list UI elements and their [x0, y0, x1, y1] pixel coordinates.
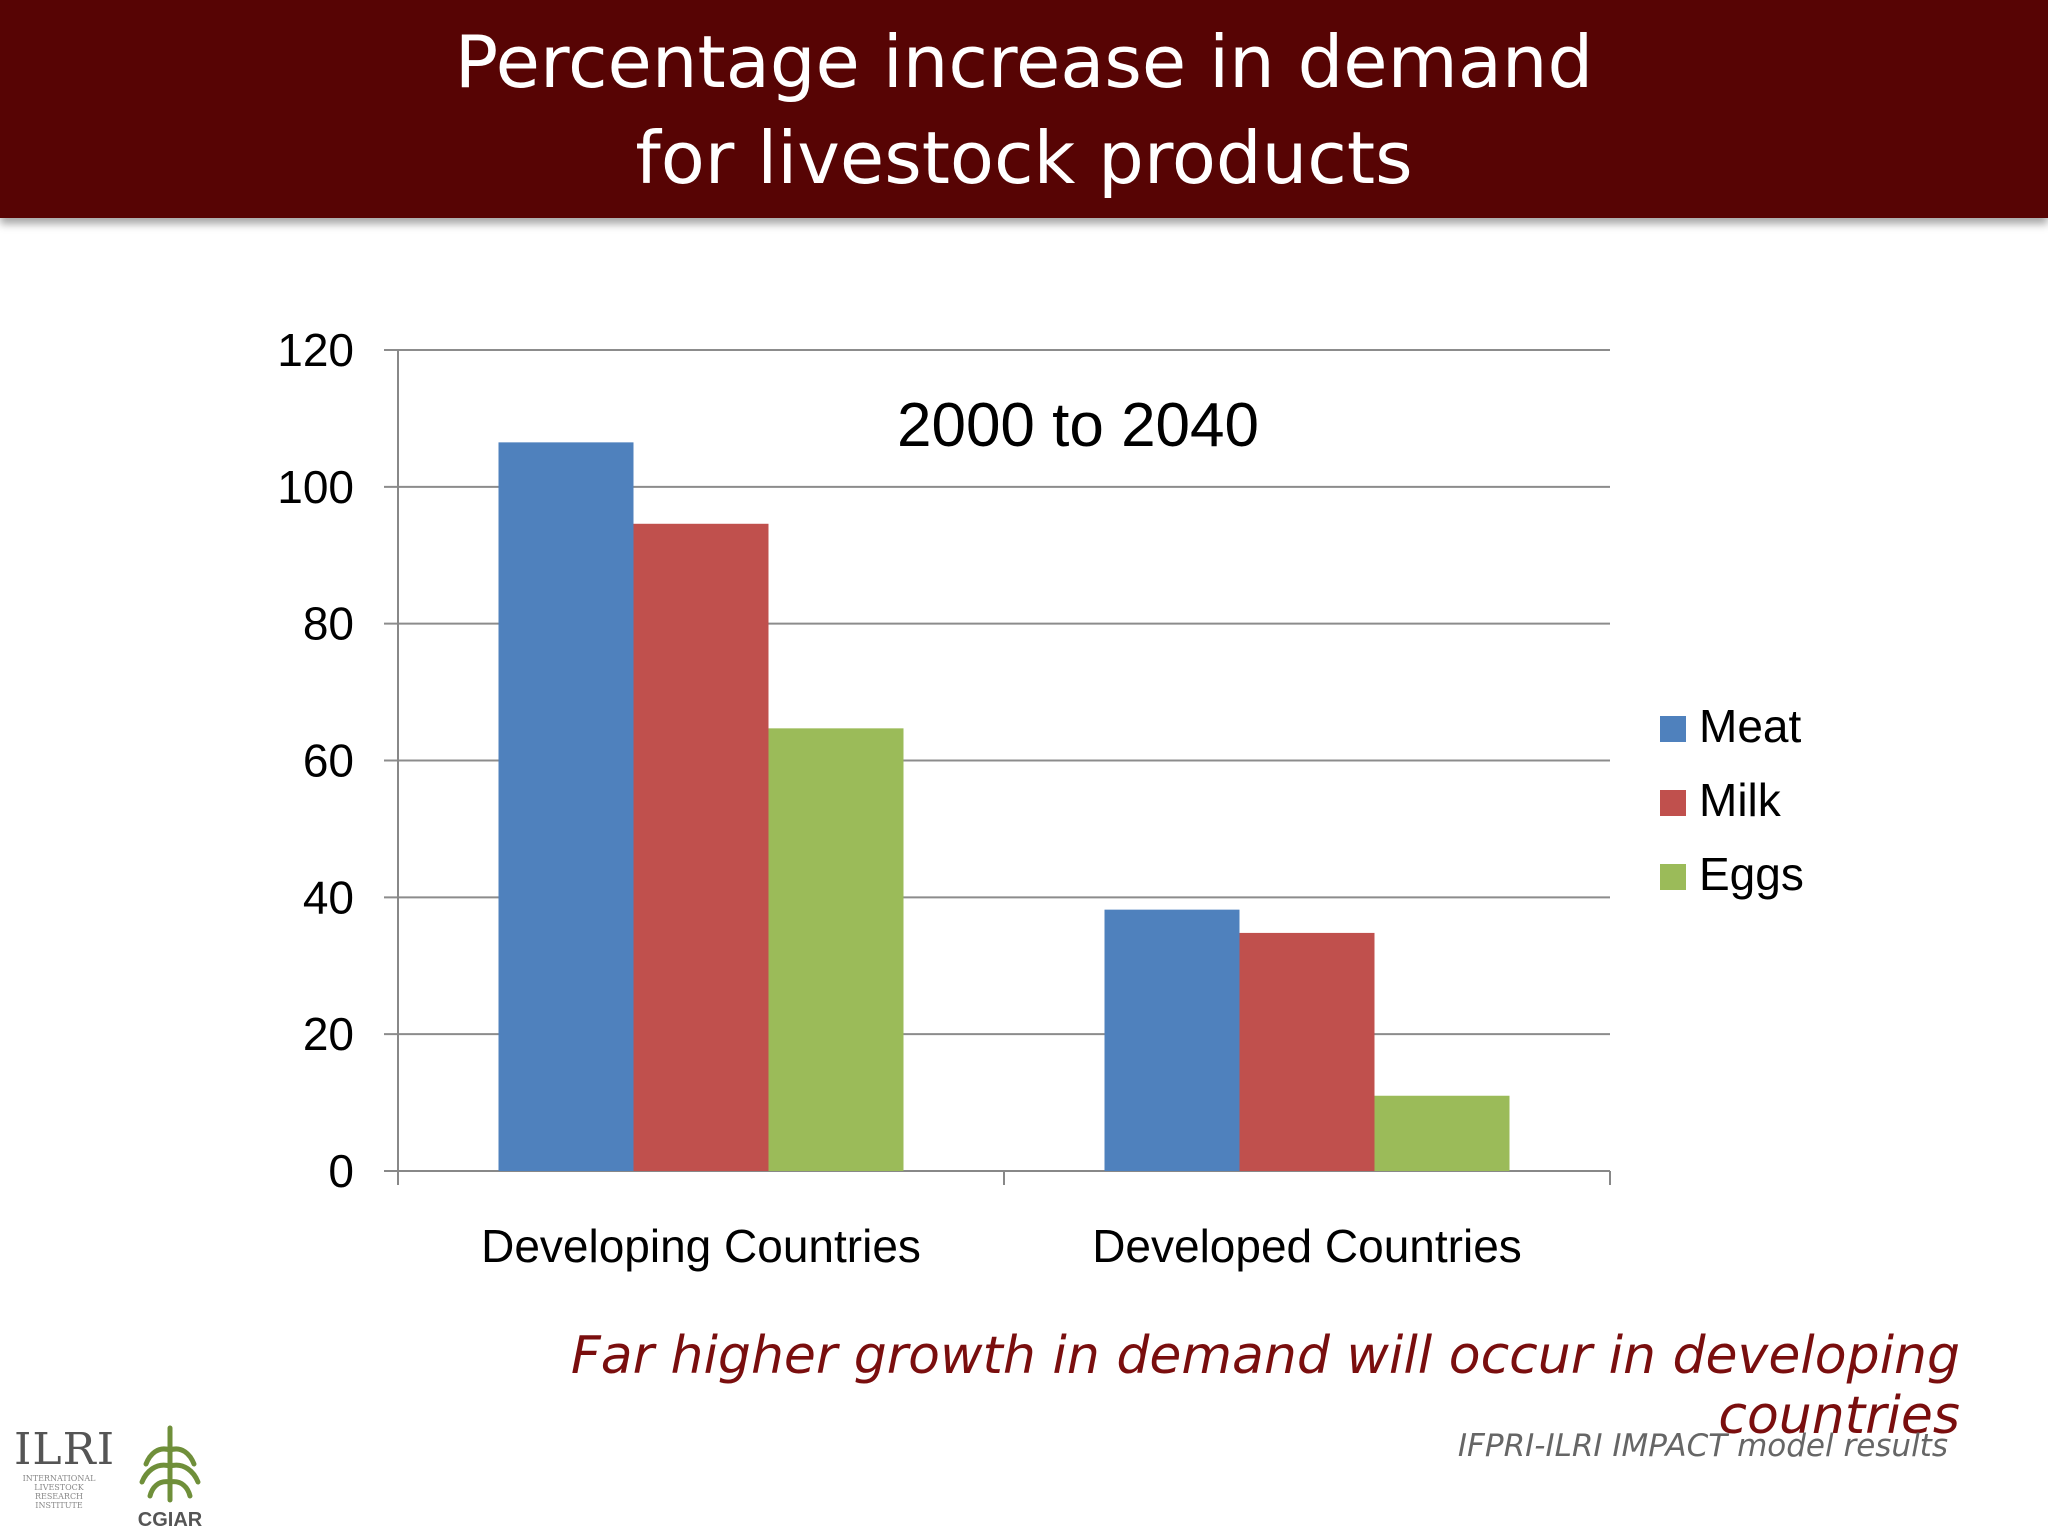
y-tick-label: 100	[277, 461, 354, 513]
legend-label-eggs: Eggs	[1699, 848, 1804, 900]
legend-swatch-milk	[1660, 790, 1686, 816]
bar-milk-developed	[1239, 932, 1375, 1171]
x-category-label: Developed Countries	[1092, 1220, 1522, 1272]
caption: Far higher growth in demand will occur i…	[570, 1326, 1960, 1446]
cgiar-logo-text: CGIAR	[137, 1509, 203, 1531]
ilri-logo-text: ILRI	[14, 1424, 116, 1475]
y-tick-label: 60	[303, 735, 354, 787]
bar-milk-developing	[633, 523, 769, 1171]
y-tick-label: 20	[303, 1008, 354, 1060]
bar-meat-developed	[1104, 909, 1240, 1171]
wheat-icon	[139, 1425, 201, 1503]
y-tick-label: 0	[328, 1145, 354, 1197]
bar-eggs-developing	[768, 728, 904, 1171]
bar-meat-developing	[498, 442, 634, 1171]
slide-title-line2: for livestock products	[635, 116, 1413, 200]
y-tick-label: 40	[303, 871, 354, 923]
slide-title: Percentage increase in demand for livest…	[0, 0, 2048, 218]
x-category-label: Developing Countries	[481, 1220, 921, 1272]
y-tick-label: 120	[277, 324, 354, 376]
ilri-logo-subtext: INTERNATIONAL LIVESTOCK RESEARCH INSTITU…	[22, 1474, 96, 1510]
bar-eggs-developed	[1374, 1095, 1510, 1171]
chart-title: 2000 to 2040	[897, 391, 1259, 460]
cgiar-logo: CGIAR	[128, 1420, 212, 1532]
legend-swatch-eggs	[1660, 864, 1686, 890]
legend-label-meat: Meat	[1699, 700, 1801, 752]
y-tick-label: 80	[303, 598, 354, 650]
source-note: IFPRI-ILRI IMPACT model results	[1457, 1428, 1948, 1464]
ilri-logo: ILRI INTERNATIONAL LIVESTOCK RESEARCH IN…	[14, 1424, 116, 1526]
legend-label-milk: Milk	[1699, 774, 1782, 826]
legend-swatch-meat	[1660, 716, 1686, 742]
slide-title-line1: Percentage increase in demand	[454, 20, 1594, 104]
